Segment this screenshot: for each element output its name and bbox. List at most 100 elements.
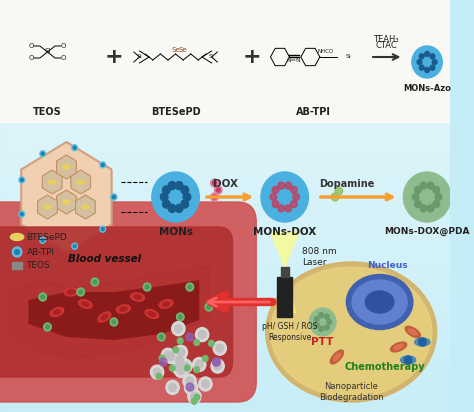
Text: Se: Se [179,47,188,53]
Circle shape [39,293,46,301]
Circle shape [415,201,421,208]
Circle shape [278,205,284,212]
Circle shape [420,205,427,212]
Bar [0,99,450,103]
Circle shape [212,195,217,199]
Circle shape [403,172,451,222]
Ellipse shape [391,342,407,352]
Circle shape [112,196,115,199]
Bar [0,255,450,260]
Bar [0,140,450,144]
Circle shape [324,325,329,330]
Text: DOX: DOX [213,179,238,189]
Ellipse shape [145,309,159,318]
Text: NHCO: NHCO [318,49,334,54]
Bar [0,91,450,95]
Circle shape [291,201,297,208]
Bar [0,119,450,124]
Circle shape [164,349,177,363]
Circle shape [174,363,182,371]
Ellipse shape [48,180,56,184]
Bar [0,62,450,66]
Bar [0,8,450,12]
Circle shape [40,237,46,243]
Circle shape [79,290,82,294]
Polygon shape [56,190,76,214]
Circle shape [194,394,200,400]
Circle shape [210,179,219,187]
Circle shape [430,54,435,59]
Ellipse shape [148,311,155,316]
Circle shape [72,243,78,249]
Ellipse shape [82,302,89,306]
Ellipse shape [10,234,24,241]
Circle shape [91,278,99,286]
Bar [0,198,450,202]
Ellipse shape [365,291,394,313]
Bar [0,264,450,268]
Bar [0,169,450,173]
Bar [0,25,450,29]
Circle shape [285,182,292,189]
Bar [0,235,450,239]
Bar [0,29,450,33]
Bar [0,173,450,177]
Circle shape [433,201,439,208]
Circle shape [166,380,179,394]
Circle shape [272,187,279,194]
Circle shape [174,345,188,359]
Bar [0,214,450,218]
Circle shape [41,152,44,155]
Bar [281,267,289,277]
Circle shape [163,200,170,208]
Ellipse shape [346,274,413,330]
Circle shape [153,368,161,376]
Circle shape [167,352,174,360]
Circle shape [160,193,168,201]
Circle shape [335,187,343,195]
Bar [0,33,450,37]
Circle shape [174,325,182,332]
Circle shape [188,285,191,289]
Ellipse shape [116,305,130,313]
Text: TEOS: TEOS [33,107,62,117]
Text: O: O [28,55,34,61]
Circle shape [175,182,183,190]
Circle shape [100,226,106,232]
Ellipse shape [44,205,51,209]
Circle shape [278,182,284,189]
Circle shape [173,347,179,353]
Ellipse shape [82,205,89,209]
Text: +: + [105,47,123,67]
Circle shape [261,172,309,222]
Ellipse shape [333,353,340,361]
Text: 808 nm
Laser: 808 nm Laser [302,247,337,267]
Circle shape [207,305,210,309]
Text: BTESePD: BTESePD [151,107,201,117]
Text: O: O [61,43,66,49]
Circle shape [415,187,421,194]
Circle shape [285,205,292,212]
Circle shape [194,367,200,373]
Bar [0,330,450,334]
Ellipse shape [330,350,344,364]
Bar [0,45,450,49]
Bar [0,37,450,41]
Circle shape [419,338,426,346]
Circle shape [172,360,185,374]
Circle shape [183,193,191,201]
Bar [0,260,450,264]
Ellipse shape [98,312,111,322]
Circle shape [293,194,300,201]
Polygon shape [75,195,95,219]
Circle shape [41,295,45,299]
Bar [0,375,450,379]
Bar [0,239,450,243]
Ellipse shape [53,310,61,314]
Circle shape [324,314,329,319]
Circle shape [73,146,76,149]
Bar [0,317,450,321]
Circle shape [44,323,51,331]
Bar [0,247,450,251]
Bar [0,74,450,78]
